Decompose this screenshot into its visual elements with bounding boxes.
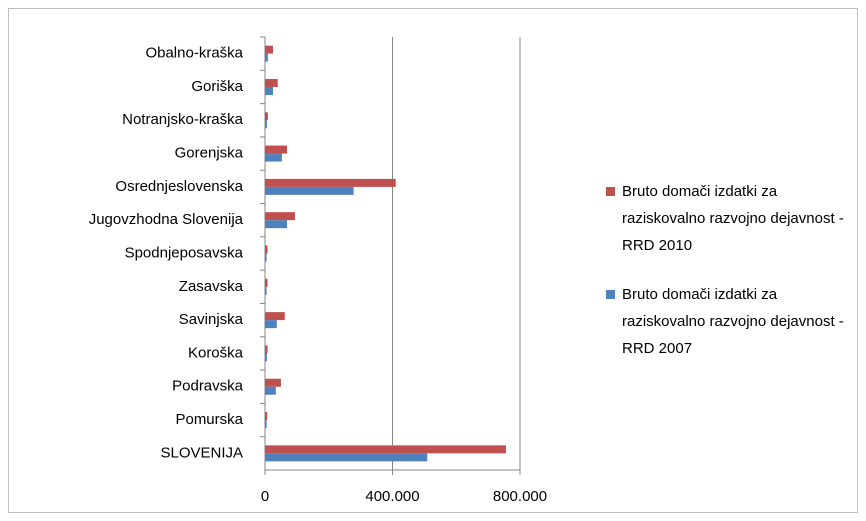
bar: [265, 45, 273, 54]
y-tick-label: Koroška: [188, 344, 244, 361]
bar: [265, 420, 267, 429]
y-tick-label: Spodnjeposavska: [125, 244, 244, 261]
bar: [265, 378, 281, 387]
bar: [265, 412, 268, 421]
y-tick-label: Gorenjska: [175, 145, 244, 162]
bar: [265, 445, 506, 454]
bar: [265, 453, 428, 462]
y-tick-label: Zasavska: [179, 278, 244, 295]
y-tick-label: Notranjsko-kraška: [122, 111, 244, 128]
legend-item: Bruto domači izdatki za raziskovalno raz…: [606, 281, 846, 362]
bar: [265, 145, 287, 154]
chart-frame: [8, 8, 858, 513]
x-tick-label: 800.000: [493, 488, 547, 505]
bar: [265, 253, 267, 262]
bar: [265, 345, 268, 354]
bar: [265, 212, 295, 221]
x-tick-label: 0: [261, 488, 269, 505]
legend-swatch: [606, 290, 615, 299]
y-tick-label: SLOVENIJA: [160, 444, 243, 461]
bar: [265, 120, 267, 129]
bar: [265, 353, 267, 362]
bar: [265, 245, 268, 254]
y-tick-label: Podravska: [172, 378, 244, 395]
y-tick-label: Osrednjeslovenska: [115, 178, 243, 195]
bar: [265, 78, 278, 87]
bar: [265, 53, 268, 62]
bar: [265, 278, 268, 287]
bar: [265, 220, 287, 229]
bar: [265, 86, 273, 95]
y-tick-label: Savinjska: [179, 311, 244, 328]
legend-swatch: [606, 187, 615, 196]
legend-label: Bruto domači izdatki za raziskovalno raz…: [622, 286, 844, 357]
bar: [265, 112, 268, 121]
y-tick-label: Obalno-kraška: [145, 45, 243, 62]
bar: [265, 386, 276, 395]
bar: [265, 320, 277, 329]
bar: [265, 312, 285, 321]
bar: [265, 153, 282, 162]
y-tick-label: Goriška: [191, 78, 243, 95]
y-tick-label: Pomurska: [175, 411, 243, 428]
legend-label: Bruto domači izdatki za raziskovalno raz…: [622, 183, 844, 254]
legend-item: Bruto domači izdatki za raziskovalno raz…: [606, 178, 846, 259]
y-tick-label: Jugovzhodna Slovenija: [89, 211, 244, 228]
bar: [265, 186, 354, 195]
bar: [265, 286, 267, 295]
bar: [265, 178, 396, 187]
x-tick-label: 400.000: [365, 488, 419, 505]
